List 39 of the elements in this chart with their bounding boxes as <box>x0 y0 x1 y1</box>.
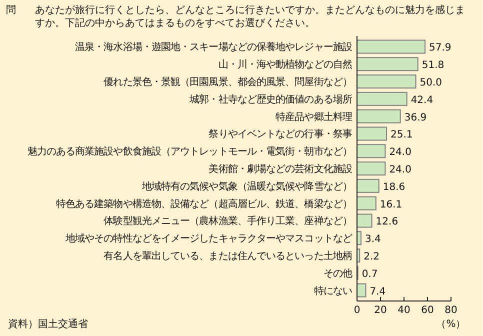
text: 資料）国土交通省 <box>8 318 88 330</box>
data-label: 51.8 <box>422 60 444 72</box>
y-tick-label: 特色ある建築物や構造物、設備など（超高層ビル、鉄道、橋梁など） <box>56 198 352 210</box>
y-tick-label: その他 <box>323 267 352 280</box>
y-tick-label: 温泉・海水浴場・遊園地・スキー場などの保養地やレジャー施設 <box>75 41 352 54</box>
data-label: 57.9 <box>429 42 452 54</box>
text: あなたが旅行に行くとしたら、どんなところに行きたいですか。またどんなものに魅力を感じますか。下記の中からあてはまるものをすべてお選びください。 <box>35 4 465 29</box>
data-label: 16.1 <box>380 199 402 210</box>
data-label: 18.6 <box>382 182 406 193</box>
data-label: 3.4 <box>364 234 381 246</box>
x-tick-label: 20 <box>374 305 387 316</box>
text: 問 <box>6 5 16 16</box>
data-label: 2.2 <box>364 252 380 262</box>
y-tick-label: 地域やその特性などをイメージしたキャラクターやマスコットなど <box>64 232 352 245</box>
y-tick-label: 美術館・劇場などの芸術文化施設 <box>208 163 352 175</box>
y-tick-label: 魅力のある商業施設や飲食施設（アウトレットモール・電気街・朝市など） <box>27 146 352 158</box>
y-tick-label: 地域特有の気候や気象（温暖な気候や降雪など） <box>140 180 352 192</box>
data-label: 42.4 <box>410 94 434 106</box>
data-label: 0.7 <box>362 268 378 280</box>
y-tick-label: 山・川・海や動植物などの自然 <box>218 58 352 71</box>
data-label: 25.1 <box>390 130 413 141</box>
x-axis-title: （%） <box>436 319 466 330</box>
y-tick-label: 有名人を輩出している、または住んでいるといった土地柄 <box>104 250 352 262</box>
y-tick-label: 城郭・社寺など歴史的価値のある場所 <box>188 93 352 106</box>
x-tick-label: 0 <box>354 305 360 316</box>
data-label: 7.4 <box>370 286 386 298</box>
data-label: 12.6 <box>376 216 398 228</box>
data-label: 24.0 <box>389 147 412 158</box>
data-label: 50.0 <box>420 78 442 88</box>
data-label: 36.9 <box>404 112 427 124</box>
y-tick-label: 優れた景色・景観（田園風景、都会的風景、問屋街など） <box>104 76 352 88</box>
x-tick-label: 80 <box>444 305 458 316</box>
x-tick-label: 40 <box>398 305 410 316</box>
y-tick-label: 特産品や郷土料理 <box>276 110 352 123</box>
y-tick-label: 特にない <box>314 284 352 297</box>
y-tick-label: 祭りやイベントなどの行事・祭事 <box>208 128 352 140</box>
x-tick-label: 60 <box>421 305 434 316</box>
data-label: 24.0 <box>389 164 412 176</box>
y-tick-label: 体験型観光メニュー（農林漁業、手作り工業、座禅など） <box>104 215 352 228</box>
